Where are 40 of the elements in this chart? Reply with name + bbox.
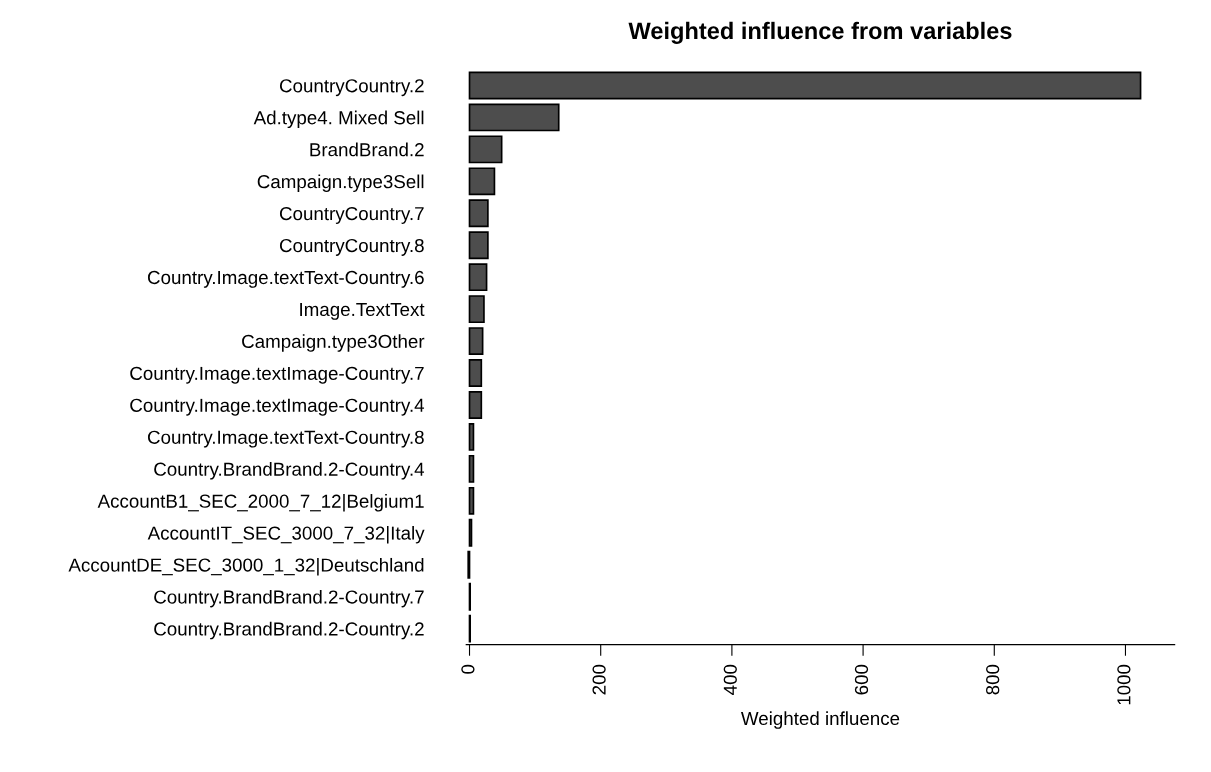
y-tick-label: AccountB1_SEC_2000_7_12|Belgium1 xyxy=(97,494,424,512)
y-tick-label: Campaign.type3Sell xyxy=(257,174,424,192)
x-tick-label: 1000 xyxy=(1117,664,1131,705)
y-tick-label: Campaign.type3Other xyxy=(242,334,425,352)
x-tick-label: 200 xyxy=(592,664,606,695)
x-tick-label: 0 xyxy=(461,664,475,674)
y-tick-label: Ad.type4. Mixed Sell xyxy=(253,110,424,129)
y-tick-label: Country.Image.textText-Country.6 xyxy=(147,270,424,288)
y-tick-label: Country.Image.textText-Country.8 xyxy=(147,430,424,448)
bar xyxy=(468,103,560,132)
bar xyxy=(468,295,485,324)
y-tick-label: AccountDE_SEC_3000_1_32|Deutschland xyxy=(68,557,424,576)
y-tick-label: Country.Image.textImage-Country.4 xyxy=(130,398,425,416)
y-tick-label: CountryCountry.8 xyxy=(279,238,424,256)
bar xyxy=(468,486,475,515)
y-tick-label: CountryCountry.7 xyxy=(279,206,424,224)
bar xyxy=(468,263,488,292)
bar xyxy=(468,422,475,451)
x-tick-label: 400 xyxy=(723,664,737,695)
y-tick-label: Image.TextText xyxy=(300,303,425,320)
bar xyxy=(468,199,489,228)
x-tick-label: 800 xyxy=(986,664,1000,695)
y-tick-label: Country.BrandBrand.2-Country.7 xyxy=(154,589,424,608)
bar xyxy=(468,167,496,196)
bar xyxy=(468,391,483,419)
y-tick-label: AccountIT_SEC_3000_7_32|Italy xyxy=(147,525,425,544)
bar xyxy=(468,135,503,164)
y-tick-label: Country.Image.textImage-Country.7 xyxy=(130,366,424,384)
y-tick-label: Country.BrandBrand.2-Country.2 xyxy=(154,621,424,640)
bar xyxy=(468,231,489,260)
y-tick-label: Country.BrandBrand.2-Country.4 xyxy=(154,462,425,480)
bar xyxy=(468,327,484,356)
y-tick-label: CountryCountry.2 xyxy=(279,79,424,97)
x-axis-title: Weighted influence xyxy=(740,711,900,729)
bar xyxy=(468,454,475,483)
y-tick-label: BrandBrand.2 xyxy=(310,142,424,157)
bar xyxy=(468,359,483,387)
x-tick-label: 600 xyxy=(854,664,869,695)
chart-title: Weighted influence from variables xyxy=(628,21,1012,44)
bar xyxy=(468,71,1142,100)
